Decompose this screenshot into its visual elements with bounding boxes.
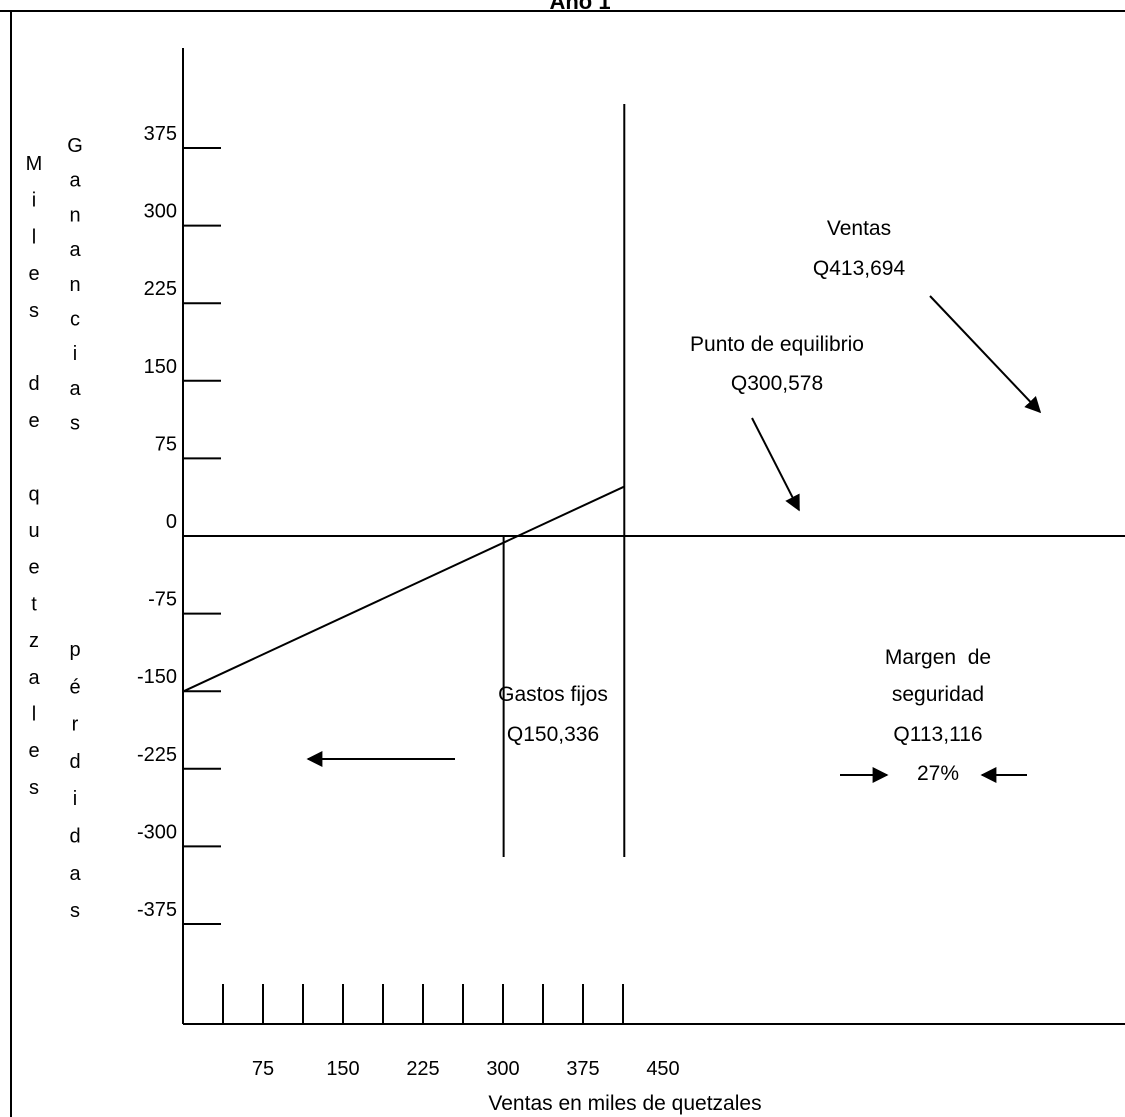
y-axis-label-char: i [73, 343, 77, 365]
y-axis-label-char: p [69, 639, 80, 661]
chart-title: Año 1 [549, 0, 610, 14]
y-axis-label-char: a [69, 378, 81, 400]
y-axis-label-char: G [67, 135, 83, 157]
y-axis-label-char: i [73, 788, 77, 810]
y-axis-label-char: a [28, 667, 40, 689]
y-axis-label-char: e [28, 263, 39, 285]
annotation-margen-line1: Margen de [885, 646, 991, 669]
x-tick-label: 375 [566, 1058, 599, 1080]
y-axis-label-char: i [32, 190, 36, 212]
x-axis-label: Ventas en miles de quetzales [488, 1092, 761, 1115]
y-axis-label-char: r [72, 714, 79, 736]
y-axis-label-char: c [70, 309, 80, 331]
y-tick-label: 75 [155, 433, 177, 455]
y-axis-label-char: s [70, 413, 80, 435]
x-tick-label: 150 [326, 1058, 359, 1080]
y-axis-label-char: s [70, 900, 80, 922]
y-axis-label-char: d [28, 373, 39, 395]
y-axis-label-char: e [28, 740, 39, 762]
y-axis-label-char: q [28, 483, 39, 505]
y-axis-label-char: s [29, 300, 39, 322]
annotation-margen-pct: 27% [917, 762, 959, 785]
y-axis-label-char: n [69, 204, 80, 226]
ventas-arrow [929, 295, 1042, 414]
y-tick-label: -150 [137, 666, 177, 688]
y-tick-label: -225 [137, 744, 177, 766]
y-axis-label-char: M [26, 153, 43, 175]
y-ticks: 375 300 225 150 75 0 -75 -150 -225 -300 -375 [137, 123, 221, 926]
y-tick-label: -300 [137, 821, 177, 843]
y-axis-label-char: l [32, 704, 36, 726]
y-tick-label: -75 [148, 589, 177, 611]
annotation-punto-title: Punto de equilibrio [690, 333, 864, 356]
annotation-gastos-value: Q150,336 [507, 723, 599, 746]
y-axis-label-char: n [69, 274, 80, 296]
punto-arrow [751, 417, 800, 512]
annotation-gastos-title: Gastos fijos [498, 683, 608, 706]
y-tick-label: 300 [144, 201, 177, 223]
y-axis-label-char: t [31, 593, 37, 615]
x-ticks: 75 150 225 300 375 450 [222, 984, 680, 1080]
y-tick-label: 150 [144, 356, 177, 378]
y-axis-label-char: a [69, 239, 81, 261]
y-axis-label-char: e [28, 557, 39, 579]
y-axis-label-char: d [69, 751, 80, 773]
annotation-punto-value: Q300,578 [731, 372, 823, 395]
x-tick-label: 450 [646, 1058, 679, 1080]
y-tick-label: 375 [144, 123, 177, 145]
y-axis-label-char: é [69, 676, 80, 698]
y-axis-label-char: l [32, 226, 36, 248]
y-tick-label: 0 [166, 511, 177, 533]
y-axis-label-char: a [69, 863, 81, 885]
x-tick-label: 300 [486, 1058, 519, 1080]
y-axis-label-char: a [69, 170, 81, 192]
annotation-margen-value: Q113,116 [893, 723, 982, 746]
y-axis-label-char: s [29, 777, 39, 799]
x-tick-label: 225 [406, 1058, 439, 1080]
annotation-margen-line2: seguridad [892, 683, 984, 706]
y-tick-label: 225 [144, 278, 177, 300]
y-axis-label-char: u [28, 520, 39, 542]
x-tick-label: 75 [252, 1058, 274, 1080]
profit-loss-line [182, 485, 625, 693]
y-tick-label: -375 [137, 899, 177, 921]
annotation-ventas-value: Q413,694 [813, 257, 906, 280]
y-axis-label-char: z [29, 630, 39, 652]
y-axis-label-char: d [69, 826, 80, 848]
annotation-ventas-title: Ventas [827, 217, 891, 240]
y-axis-label-char: e [28, 410, 39, 432]
